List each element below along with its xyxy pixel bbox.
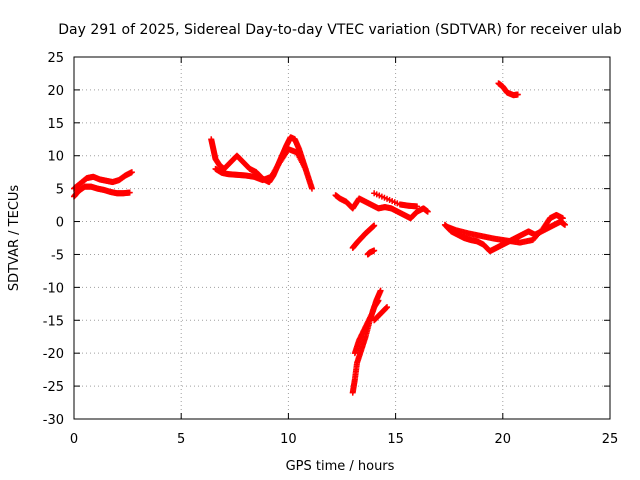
y-tick-label: -20: [43, 347, 64, 362]
y-tick-label: -25: [43, 380, 64, 395]
plot-frame: [73, 56, 611, 420]
x-tick-label: 5: [177, 432, 185, 447]
data-point: [414, 203, 421, 210]
axis-ticks: -30 -25 -20 -15 -10 -5 0 5 10 15 20 25 0 5 10 15 20 25: [43, 51, 619, 447]
y-tick-label: -30: [43, 413, 64, 428]
x-tick-label: 20: [495, 432, 512, 447]
data-point: [371, 222, 378, 229]
y-tick-label: -15: [43, 314, 64, 329]
data-point: [561, 221, 568, 228]
data-point: [126, 189, 133, 196]
data-point: [424, 208, 431, 215]
y-tick-label: -5: [51, 248, 64, 263]
x-tick-label: 25: [602, 432, 619, 447]
y-tick-label: 20: [47, 84, 64, 99]
data-point: [302, 165, 309, 172]
x-tick-label: 15: [387, 432, 404, 447]
data-point: [371, 247, 378, 254]
x-axis-label: GPS time / hours: [286, 459, 395, 474]
y-tick-label: 0: [56, 216, 64, 231]
y-tick-label: 10: [47, 150, 64, 165]
data-point: [128, 169, 135, 176]
y-tick-label: 5: [56, 183, 64, 198]
y-tick-label: 15: [47, 117, 64, 132]
data-point: [308, 185, 315, 192]
x-tick-label: 10: [280, 432, 297, 447]
data-point: [514, 91, 521, 98]
y-axis-label: SDTVAR / TECUs: [7, 185, 22, 292]
data-point: [384, 304, 391, 311]
grid: [74, 57, 610, 419]
data-point: [559, 215, 566, 222]
y-tick-label: 25: [47, 51, 64, 66]
chart-title: Day 291 of 2025, Sidereal Day-to-day VTE…: [58, 22, 622, 38]
x-tick-label: 0: [70, 432, 78, 447]
data-points: [71, 80, 568, 396]
data-point: [377, 287, 384, 294]
y-tick-label: -10: [43, 281, 64, 296]
